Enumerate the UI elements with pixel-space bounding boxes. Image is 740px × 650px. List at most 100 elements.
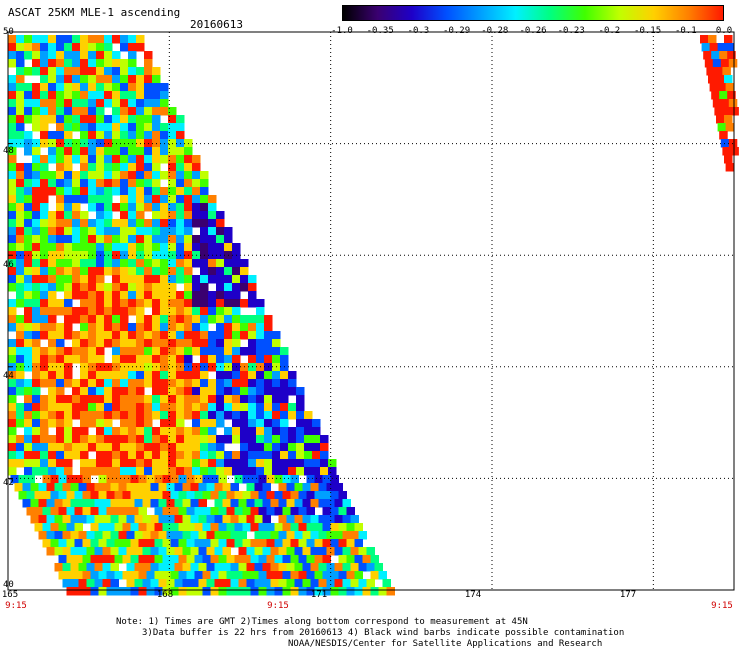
swath-cell — [34, 507, 43, 516]
swath-cell — [88, 179, 97, 188]
swath-cell — [266, 491, 275, 500]
swath-cell — [8, 467, 17, 476]
swath-cell — [208, 347, 217, 356]
swath-cell — [342, 579, 351, 588]
swath-cell — [168, 315, 177, 324]
swath-cell — [98, 539, 107, 548]
swath-cell — [40, 59, 49, 68]
swath-cell — [98, 507, 107, 516]
swath-cell — [160, 347, 169, 356]
swath-cell — [56, 195, 65, 204]
swath-cell — [56, 403, 65, 412]
swath-cell — [104, 131, 113, 140]
swath-cell — [154, 571, 163, 580]
swath-cell — [246, 563, 255, 572]
swath-cell — [202, 523, 211, 532]
swath-cell — [72, 443, 81, 452]
swath-cell — [32, 315, 41, 324]
swath-cell — [144, 315, 153, 324]
swath-cell — [96, 283, 105, 292]
swath-cell — [304, 435, 313, 444]
colorbar-tick-label: -0.15 — [634, 26, 662, 36]
swath-cell — [24, 43, 33, 52]
swath-cell — [128, 371, 137, 380]
swath-cell — [298, 555, 307, 564]
swath-cell — [112, 435, 121, 444]
swath-cell — [88, 123, 97, 132]
swath-cell — [250, 523, 259, 532]
swath-cell — [154, 507, 163, 516]
swath-cell — [32, 451, 41, 460]
swath-cell — [240, 403, 249, 412]
swath-cell — [210, 523, 219, 532]
swath-cell — [64, 227, 73, 236]
swath-cell — [120, 59, 129, 68]
swath-cell — [214, 531, 223, 540]
swath-cell — [112, 155, 121, 164]
swath-cell — [168, 115, 177, 124]
swath-cell — [82, 587, 91, 596]
swath-cell — [144, 203, 153, 212]
swath-cell — [144, 283, 153, 292]
swath-cell — [104, 299, 113, 308]
swath-cell — [152, 403, 161, 412]
swath-cell — [240, 315, 249, 324]
swath-cell — [160, 307, 169, 316]
swath-cell — [48, 83, 57, 92]
swath-cell — [326, 499, 335, 508]
swath-cell — [40, 459, 49, 468]
swath-cell — [120, 67, 129, 76]
swath-cell — [264, 403, 273, 412]
swath-cell — [184, 307, 193, 316]
swath-cell — [112, 131, 121, 140]
swath-cell — [144, 59, 153, 68]
swath-cell — [200, 403, 209, 412]
swath-cell — [128, 155, 137, 164]
swath-cell — [192, 339, 201, 348]
swath-cell — [272, 339, 281, 348]
swath-cell — [264, 443, 273, 452]
swath-cell — [24, 307, 33, 316]
swath-cell — [144, 403, 153, 412]
swath-cell — [160, 299, 169, 308]
swath-cell — [266, 475, 275, 484]
swath-cell — [126, 531, 135, 540]
swath-cell — [110, 563, 119, 572]
swath-cell — [8, 43, 17, 52]
swath-cell — [56, 211, 65, 220]
swath-cell — [176, 171, 185, 180]
swath-cell — [120, 259, 129, 268]
swath-cell — [270, 547, 279, 556]
swath-cell — [32, 459, 41, 468]
swath-cell — [224, 331, 233, 340]
swath-cell — [318, 563, 327, 572]
swath-cell — [138, 571, 147, 580]
swath-cell — [280, 403, 289, 412]
swath-cell — [186, 587, 195, 596]
swath-cell — [16, 379, 25, 388]
swath-cell — [160, 171, 169, 180]
swath-cell — [264, 323, 273, 332]
swath-cell — [56, 187, 65, 196]
swath-cell — [192, 155, 201, 164]
swath-cell — [138, 507, 147, 516]
swath-cell — [266, 571, 275, 580]
swath-cell — [8, 451, 17, 460]
swath-cell — [112, 283, 121, 292]
swath-cell — [16, 131, 25, 140]
swath-cell — [104, 67, 113, 76]
swath-cell — [168, 227, 177, 236]
swath-cell — [24, 211, 33, 220]
swath-cell — [170, 539, 179, 548]
swath-cell — [82, 571, 91, 580]
swath-cell — [24, 219, 33, 228]
swath-cell — [24, 267, 33, 276]
swath-cell — [16, 227, 25, 236]
swath-cell — [90, 491, 99, 500]
swath-cell — [94, 515, 103, 524]
swath-cell — [176, 323, 185, 332]
swath-cell — [192, 411, 201, 420]
swath-cell — [40, 43, 49, 52]
swath-cell — [282, 571, 291, 580]
swath-cell — [176, 371, 185, 380]
